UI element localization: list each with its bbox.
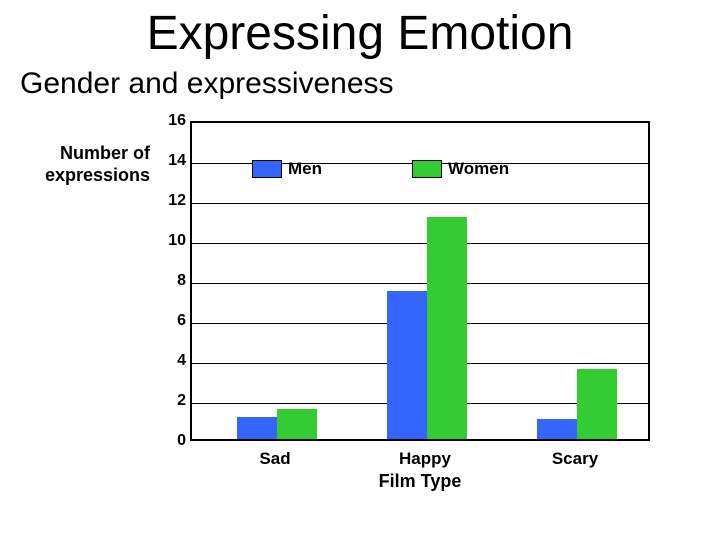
legend: Men Women [252, 159, 509, 179]
x-tick-label: Sad [259, 449, 290, 469]
y-tick: 8 [158, 272, 186, 290]
y-tick: 14 [158, 152, 186, 170]
legend-item-women: Women [412, 159, 509, 179]
x-tick-label: Happy [399, 449, 451, 469]
bar-men-scary [537, 419, 577, 439]
page-subtitle: Gender and expressiveness [20, 67, 720, 101]
chart-container: Number of expressions 1614121086420 Men … [20, 121, 700, 521]
y-tick: 10 [158, 232, 186, 250]
bar-women-sad [277, 409, 317, 439]
y-tick: 2 [158, 392, 186, 410]
legend-label-women: Women [448, 159, 509, 179]
x-axis-title: Film Type [190, 471, 650, 492]
legend-swatch-women [412, 160, 442, 178]
page-title: Expressing Emotion [0, 6, 720, 61]
legend-swatch-men [252, 160, 282, 178]
y-tick: 4 [158, 352, 186, 370]
y-tick: 0 [158, 432, 186, 450]
y-tick: 6 [158, 312, 186, 330]
legend-item-men: Men [252, 159, 322, 179]
plot-area: Men Women [190, 121, 650, 441]
bar-men-sad [237, 417, 277, 439]
x-tick-label: Scary [552, 449, 598, 469]
bar-women-happy [427, 217, 467, 439]
y-axis-label: Number of expressions [20, 143, 150, 186]
bar-group [537, 123, 647, 439]
y-tick: 16 [158, 112, 186, 130]
legend-label-men: Men [288, 159, 322, 179]
bar-women-scary [577, 369, 617, 439]
y-tick: 12 [158, 192, 186, 210]
bar-men-happy [387, 291, 427, 439]
